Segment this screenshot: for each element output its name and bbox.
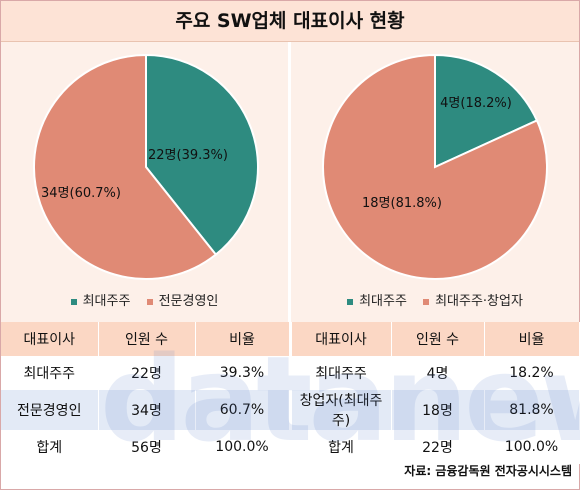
pie-slice (33, 53, 218, 280)
left-legend: 최대주주 전문경영인 (1, 290, 288, 309)
legend-swatch (70, 298, 77, 305)
pie-data-label: 34명(60.7%) (41, 186, 121, 201)
right-chart-panel: 4명(18.2%) 18명(81.8%) 최대주주 최대주주·창업자 (291, 42, 579, 322)
table-row: 전문경영인 34명 60.7% 창업자(최대주주) 18명 81.8% (1, 390, 580, 430)
legend-swatch (347, 298, 354, 305)
pie-slice (434, 53, 539, 169)
legend-item: 최대주주 (347, 290, 407, 309)
table-cell: 합계 (290, 430, 392, 464)
table-cell: 창업자(최대주주) (290, 390, 392, 430)
legend-label: 전문경영인 (158, 294, 219, 309)
table-header-cell: 대표이사 (290, 322, 392, 356)
legend-item: 최대주주·창업자 (423, 290, 523, 309)
legend-label: 최대주주·창업자 (435, 294, 523, 309)
table-header-cell: 인원 수 (98, 322, 196, 356)
pie-slice (145, 53, 259, 256)
table-header-row: 대표이사 인원 수 비율 대표이사 인원 수 비율 (1, 322, 580, 356)
table-header-cell: 비율 (484, 322, 580, 356)
pie-data-label: 18명(81.8%) (362, 196, 442, 211)
table-cell: 전문경영인 (1, 390, 99, 430)
right-pie-chart: 4명(18.2%) 18명(81.8%) (322, 53, 548, 280)
table-row: 최대주주 22명 39.3% 최대주주 4명 18.2% (1, 356, 580, 390)
ceo-table: 대표이사 인원 수 비율 대표이사 인원 수 비율 최대주주 22명 39.3%… (1, 322, 580, 464)
table-header-cell: 인원 수 (391, 322, 485, 356)
pie-slice (322, 53, 548, 280)
table-cell: 최대주주 (1, 356, 99, 390)
table-row: 합계 56명 100.0% 합계 22명 100.0% (1, 430, 580, 464)
table-header-cell: 대표이사 (1, 322, 99, 356)
table-cell: 18명 (391, 390, 485, 430)
table-cell: 39.3% (195, 356, 292, 390)
table-cell: 18.2% (484, 356, 580, 390)
page-title: 주요 SW업체 대표이사 현황 (1, 1, 579, 42)
table-header-cell: 비율 (195, 322, 292, 356)
legend-label: 최대주주 (82, 294, 131, 309)
source-note: 자료: 금융감독원 전자공시시스템 (404, 464, 572, 478)
table-cell: 최대주주 (290, 356, 392, 390)
table-cell: 22명 (391, 430, 485, 464)
table-cell: 합계 (1, 430, 99, 464)
legend-item: 전문경영인 (146, 290, 219, 309)
right-legend: 최대주주 최대주주·창업자 (291, 290, 579, 309)
table-cell: 56명 (98, 430, 196, 464)
legend-swatch (146, 298, 153, 305)
table-cell: 60.7% (195, 390, 292, 430)
pie-data-label: 4명(18.2%) (440, 96, 512, 111)
pie-data-label: 22명(39.3%) (148, 148, 228, 163)
legend-swatch (423, 298, 430, 305)
table-cell: 4명 (391, 356, 485, 390)
legend-label: 최대주주 (359, 294, 407, 309)
table-cell: 34명 (98, 390, 196, 430)
table-cell: 100.0% (195, 430, 292, 464)
left-pie-chart: 22명(39.3%) 34명(60.7%) (33, 53, 259, 280)
legend-item: 최대주주 (70, 290, 131, 309)
table-cell: 22명 (98, 356, 196, 390)
table-cell: 81.8% (484, 390, 580, 430)
left-chart-panel: 22명(39.3%) 34명(60.7%) 최대주주 전문경영인 (1, 42, 288, 322)
table-cell: 100.0% (484, 430, 580, 464)
